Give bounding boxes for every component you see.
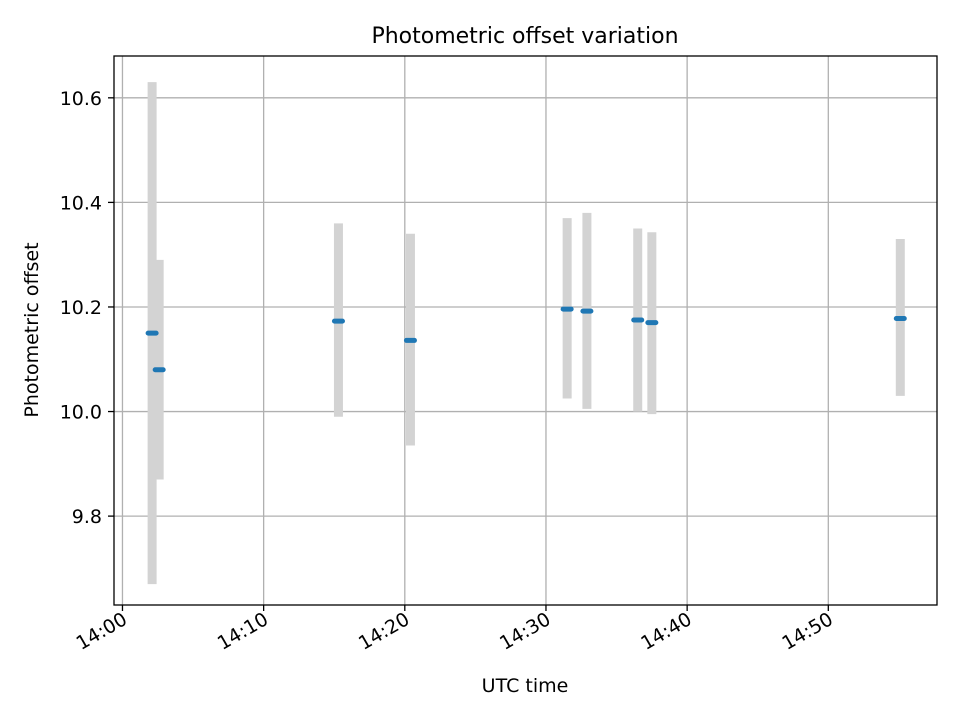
y-tick-label: 10.4 [60, 192, 102, 214]
y-tick-label: 10.2 [60, 297, 102, 319]
data-points [145, 306, 907, 373]
y-tick-label: 9.8 [72, 506, 102, 528]
x-axis-label: UTC time [482, 675, 569, 697]
grid [114, 56, 937, 605]
plot-area-frame [113, 55, 938, 606]
y-tick-label: 10.0 [60, 402, 102, 424]
y-axis-label: Photometric offset [21, 242, 43, 417]
chart-title: Photometric offset variation [371, 24, 678, 49]
y-axis-ticks: 9.8 10.0 10.2 10.4 10.6 [60, 88, 114, 528]
y-tick-label: 10.6 [60, 88, 102, 110]
